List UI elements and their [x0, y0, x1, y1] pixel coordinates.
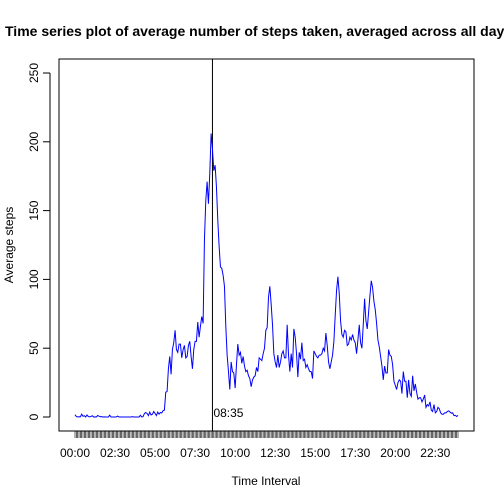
chart-title: Time series plot of average number of st…	[5, 23, 504, 39]
x-tick-label: 20:00	[380, 446, 410, 460]
x-tick-label: 00:00	[60, 446, 90, 460]
y-tick-label: 200	[27, 131, 41, 151]
y-axis-title: Average steps	[2, 207, 16, 284]
x-tick-label: 17:30	[340, 446, 370, 460]
y-tick-label: 0	[27, 413, 41, 420]
max-interval-label: 08:35	[213, 406, 243, 420]
plot-frame	[59, 59, 474, 431]
y-tick-label: 100	[27, 269, 41, 289]
x-tick-label: 07:30	[180, 446, 210, 460]
x-axis: 00:00 02:30 05:00 07:30 10:00 12:30 15:00 17:30…	[60, 431, 458, 460]
x-axis-title: Time Interval	[232, 474, 301, 488]
y-axis: 0 50 100 150 200 250	[27, 63, 50, 421]
y-tick-label: 50	[27, 341, 41, 355]
x-tick-label: 22:30	[420, 446, 450, 460]
x-tick-label: 12:30	[260, 446, 290, 460]
y-tick-label: 150	[27, 200, 41, 220]
x-tick-label: 05:00	[140, 446, 170, 460]
series-line-average-steps	[75, 134, 458, 417]
y-tick-label: 250	[27, 63, 41, 83]
x-tick-label: 10:00	[220, 446, 250, 460]
x-tick-label: 02:30	[100, 446, 130, 460]
x-tick-label: 15:00	[300, 446, 330, 460]
